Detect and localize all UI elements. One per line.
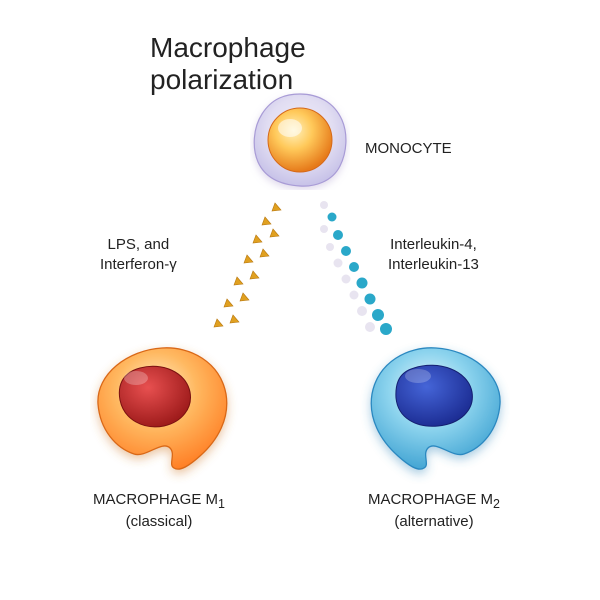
- left-signal-line2: Interferon-γ: [100, 256, 177, 273]
- right-signal-line2: Interleukin-13: [388, 256, 479, 273]
- m2-label-line1: MACROPHAGE M: [368, 491, 493, 508]
- left-signal-particles: [195, 195, 290, 345]
- diagram-title: Macrophage polarization: [150, 32, 450, 96]
- m1-label-line1: MACROPHAGE M: [93, 491, 218, 508]
- m1-label-sub: 1: [218, 497, 225, 511]
- monocyte-label: MONOCYTE: [365, 140, 452, 157]
- m1-label: MACROPHAGE M1 (classical): [93, 490, 225, 532]
- m1-label-line2: (classical): [126, 513, 193, 530]
- monocyte-cell: [250, 90, 350, 190]
- right-signal-label: Interleukin-4, Interleukin-13: [388, 235, 479, 274]
- left-signal-line1: LPS, and: [107, 236, 169, 253]
- left-signal-label: LPS, and Interferon-γ: [100, 235, 177, 274]
- m2-label: MACROPHAGE M2 (alternative): [368, 490, 500, 532]
- m1-macrophage-cell: [90, 340, 240, 490]
- m2-label-sub: 2: [493, 497, 500, 511]
- right-signal-line1: Interleukin-4,: [390, 236, 477, 253]
- m2-label-line2: (alternative): [394, 513, 473, 530]
- m2-macrophage-cell: [360, 340, 510, 490]
